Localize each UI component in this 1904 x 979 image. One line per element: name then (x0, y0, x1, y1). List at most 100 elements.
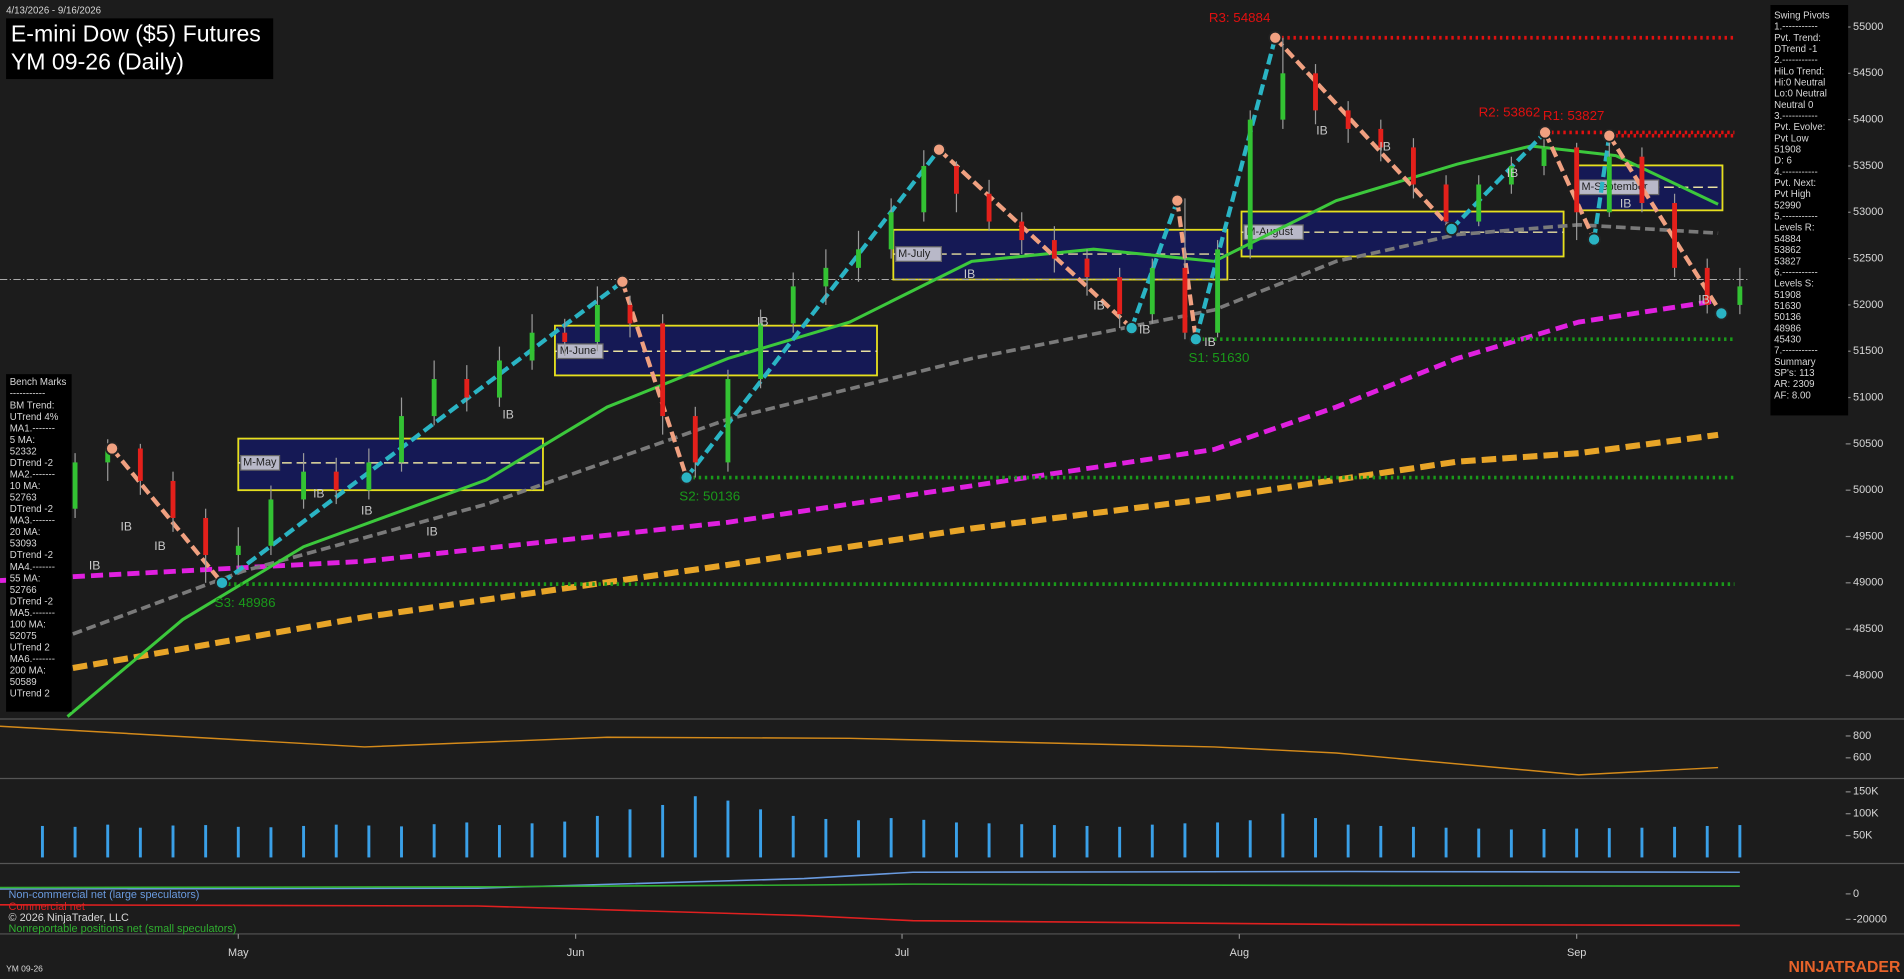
bench-line: UTrend 2 (10, 643, 50, 654)
y-tick-label: 53500 (1853, 160, 1883, 172)
x-tick-label: May (228, 947, 249, 959)
info-line: AR: 2309 (1774, 379, 1814, 390)
pivot-level-label: S1: 51630 (1189, 350, 1250, 365)
volume-bar (1411, 826, 1415, 858)
inside-bar-label: IB (426, 524, 437, 538)
inside-bar-label: IB (1204, 335, 1215, 349)
info-line: 5.----------- (1774, 212, 1818, 223)
volume-bar (954, 822, 958, 858)
inside-bar-label: IB (313, 487, 324, 501)
bench-line: 20 MA: (10, 527, 41, 538)
candle-body (1378, 128, 1384, 148)
oscillator-line (0, 725, 1719, 776)
volume-bar (1314, 818, 1317, 858)
volume-bar (1607, 828, 1611, 858)
candle-body (1084, 258, 1090, 278)
candle-body (72, 462, 78, 509)
info-line: D: 6 (1774, 156, 1792, 167)
info-line: 45430 (1774, 334, 1802, 345)
info-line: 53827 (1774, 256, 1801, 267)
info-line: 53862 (1774, 245, 1801, 256)
volume-bar (563, 821, 567, 858)
bench-line: 52075 (10, 631, 37, 642)
info-panel (1770, 5, 1849, 416)
cot-tick-label: -20000 (1853, 913, 1887, 925)
monthly-label: M-May (243, 457, 277, 469)
bench-line: 52763 (10, 493, 37, 504)
info-line: Hi:0 Neutral (1774, 78, 1825, 89)
volume-bar (497, 825, 501, 858)
info-line: 3.----------- (1774, 111, 1818, 122)
volume-bar (73, 826, 77, 858)
volume-bar (759, 809, 763, 858)
candle-body (1149, 267, 1155, 315)
candle-body (529, 332, 535, 361)
volume-bar (269, 827, 273, 858)
candle-body (1215, 249, 1221, 333)
info-line: 2.----------- (1774, 55, 1818, 66)
volume-bar (334, 824, 338, 858)
bench-line: MA2.------- (10, 469, 55, 480)
swing-pivot (679, 470, 694, 485)
candle-body (1508, 165, 1514, 185)
volume-bar (1444, 827, 1448, 858)
candle-body (1411, 147, 1416, 185)
inside-bar-label: IB (1139, 323, 1150, 337)
volume-bar (628, 809, 632, 858)
bench-line: DTrend -2 (10, 550, 53, 561)
monthly-label-bg (240, 454, 281, 471)
cot-line (0, 870, 1740, 890)
volume-tick-label: 150K (1853, 786, 1879, 798)
cot-line (0, 883, 1740, 889)
candle-body (170, 480, 176, 518)
volume-bar (1216, 822, 1220, 858)
bench-panel (6, 374, 72, 712)
swing-pivot (1587, 232, 1602, 247)
legend-entry: Non-commercial net (large speculators) (9, 889, 200, 901)
chart-subtitle: YM 09-26 (Daily) (11, 48, 184, 74)
pivot-level-label: S2: 50136 (679, 489, 740, 504)
moving-average (72, 431, 1719, 671)
candle-body (497, 360, 502, 398)
candle-body (1019, 221, 1025, 241)
osc-tick-label: 600 (1853, 752, 1871, 764)
info-line: Pvt. Next: (1774, 178, 1816, 189)
swing-line (220, 280, 624, 585)
candle-body (1606, 156, 1612, 213)
volume-bar (1379, 825, 1383, 858)
bench-line: 55 MA: (10, 573, 41, 584)
bench-line: 52766 (10, 585, 37, 596)
bench-line: DTrend -2 (10, 596, 53, 607)
swing-pivot (1538, 125, 1553, 140)
candle-body (758, 323, 764, 380)
candle-body (1051, 240, 1057, 259)
bench-line: DTrend -2 (10, 504, 53, 515)
volume-bar (1248, 820, 1252, 858)
volume-bar (1281, 813, 1285, 858)
bench-line: 50589 (10, 677, 37, 688)
swing-pivot (932, 142, 947, 157)
volume-bar (1085, 825, 1089, 858)
y-tick-label: 54500 (1853, 67, 1883, 79)
moving-average (66, 144, 1719, 718)
info-line: HiLo Trend: (1774, 66, 1824, 77)
y-tick-label: 48000 (1853, 669, 1883, 681)
candle-body (1117, 277, 1123, 315)
bench-line: 10 MA: (10, 481, 41, 492)
bench-line: MA1.------- (10, 423, 55, 434)
info-line: 51908 (1774, 290, 1801, 301)
swing-line (937, 148, 1134, 330)
volume-bar (791, 815, 795, 858)
swing-pivot (615, 274, 630, 289)
info-line: 1.----------- (1774, 22, 1818, 33)
monthly-label: M-September (1582, 181, 1648, 193)
y-tick-label: 54000 (1853, 114, 1883, 126)
candle-body (1443, 184, 1449, 222)
info-line: 6.----------- (1774, 267, 1818, 278)
legend-entry: Commercial net (9, 901, 85, 913)
candle-body (823, 267, 829, 287)
swing-line (620, 281, 689, 479)
bench-line: MA4.------- (10, 562, 55, 573)
candle-body (888, 212, 894, 250)
candle-body (137, 448, 143, 481)
